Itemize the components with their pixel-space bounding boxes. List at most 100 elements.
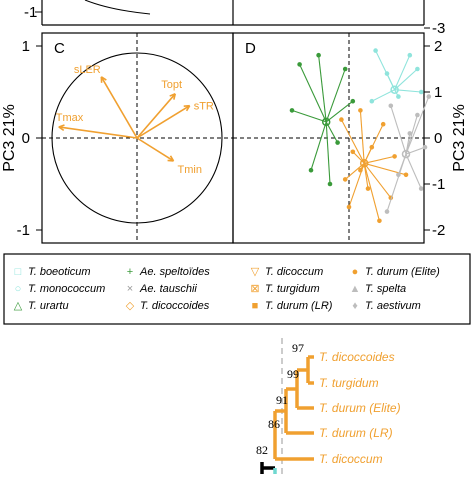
group-spoke bbox=[310, 121, 327, 171]
top-strip: -1 -3 bbox=[24, 0, 445, 37]
c-tick-label-neg1: -1 bbox=[17, 222, 30, 239]
legend-symbol: ▽ bbox=[251, 266, 260, 278]
sample-point bbox=[407, 131, 413, 136]
legend-symbol: ♦ bbox=[352, 300, 358, 312]
vector-label: sTR bbox=[194, 101, 214, 113]
group-spoke bbox=[405, 153, 422, 189]
sample-point bbox=[369, 98, 375, 104]
legend-label: T. monococcum bbox=[28, 283, 105, 295]
sample-point bbox=[426, 94, 432, 99]
vector-label: sLER bbox=[74, 64, 101, 76]
legend-label: T. urartu bbox=[28, 300, 69, 312]
legend-label: T. dicoccoides bbox=[140, 300, 210, 312]
sample-point bbox=[308, 167, 314, 173]
legend-symbol: ○ bbox=[15, 283, 22, 295]
group-spoke bbox=[325, 121, 331, 185]
d-tick-label-1: 1 bbox=[434, 84, 442, 101]
d-tick-label-neg1: -1 bbox=[432, 176, 445, 193]
d-tick-label-0: 0 bbox=[434, 130, 442, 147]
bootstrap-value: 82 bbox=[256, 443, 268, 457]
sample-point bbox=[384, 209, 390, 214]
tree-taxon-label: T. dicoccoides bbox=[319, 350, 395, 364]
group-spoke bbox=[390, 105, 407, 155]
group-spoke bbox=[394, 54, 411, 90]
legend-symbol: ⊠ bbox=[250, 283, 259, 295]
group-centroid bbox=[390, 85, 399, 94]
sample-point bbox=[358, 108, 363, 113]
sample-point bbox=[418, 186, 424, 191]
sample-point bbox=[407, 52, 413, 58]
legend-label: T. turgidum bbox=[265, 283, 320, 295]
vector-sler bbox=[100, 76, 138, 139]
panel-d-letter: D bbox=[245, 40, 256, 57]
group-centroid bbox=[359, 159, 369, 168]
group-centroid bbox=[321, 117, 331, 127]
bootstrap-value: 86 bbox=[268, 417, 280, 431]
vector-label: Topt bbox=[161, 79, 182, 91]
panel-d-plot bbox=[233, 33, 432, 243]
legend-symbol: × bbox=[127, 283, 133, 295]
sample-point bbox=[350, 98, 356, 104]
sample-point bbox=[365, 186, 371, 191]
d-ylabel: PC3 21% bbox=[451, 104, 468, 172]
panel-d-yaxis: 2 1 0 -1 -2 PC3 21% bbox=[424, 38, 468, 239]
sample-point bbox=[418, 89, 424, 95]
group-spoke bbox=[405, 96, 430, 155]
sample-point bbox=[289, 108, 295, 113]
group-spoke bbox=[394, 89, 422, 93]
c-ylabel: PC3 21% bbox=[1, 104, 18, 172]
legend-symbol: ■ bbox=[252, 300, 259, 312]
panel-c-letter: C bbox=[54, 40, 65, 57]
vector-label: Tmax bbox=[56, 112, 84, 124]
group-spoke bbox=[363, 162, 392, 199]
sample-point bbox=[422, 144, 428, 150]
legend-symbol: △ bbox=[14, 300, 23, 312]
legend-label: T. spelta bbox=[365, 283, 406, 295]
top-circle-arc bbox=[84, 0, 151, 15]
legend-label: Ae. speltoïdes bbox=[139, 266, 210, 278]
vector-tmin bbox=[136, 137, 174, 162]
legend-symbol: ◇ bbox=[126, 300, 135, 312]
group-spoke bbox=[352, 151, 365, 164]
bootstrap-value: 91 bbox=[276, 393, 288, 407]
legend-label: T. aestivum bbox=[365, 300, 421, 312]
legend-label: T. durum (Elite) bbox=[365, 266, 440, 278]
group-spoke bbox=[291, 109, 327, 123]
tree-taxon-label: T. durum (Elite) bbox=[319, 401, 401, 415]
group-spoke bbox=[340, 119, 365, 164]
sample-point bbox=[342, 177, 348, 182]
legend-box bbox=[3, 253, 471, 325]
tree-taxon-label: T. durum (LR) bbox=[319, 426, 393, 440]
c-tick-label-1: 1 bbox=[22, 38, 30, 55]
vector-arrowhead bbox=[183, 104, 191, 112]
legend: □ T. boeoticum + Ae. speltoïdes ▽ T. dicoccum… bbox=[14, 266, 440, 312]
group-spoke bbox=[364, 155, 395, 164]
vector-arrowhead bbox=[58, 124, 65, 132]
vector-arrowhead bbox=[167, 155, 175, 162]
sample-point bbox=[335, 140, 340, 145]
sample-point bbox=[384, 71, 390, 76]
sample-point bbox=[388, 103, 394, 109]
legend-symbol: ▲ bbox=[350, 283, 361, 295]
bootstrap-value: 99 bbox=[287, 367, 299, 381]
group-spoke bbox=[394, 68, 418, 91]
phylo-tree: T. dicoccoides T. turgidum T. durum (Elite… bbox=[256, 338, 401, 474]
legend-label: T. boeoticum bbox=[28, 266, 91, 278]
sample-point bbox=[339, 117, 344, 122]
legend-label: Ae. tauschii bbox=[139, 283, 197, 295]
group-spoke bbox=[359, 110, 365, 164]
sample-point bbox=[403, 172, 409, 178]
sample-point bbox=[297, 62, 302, 67]
d-tick-label-2: 2 bbox=[434, 38, 442, 55]
sample-point bbox=[415, 66, 420, 72]
group-spoke bbox=[363, 163, 380, 221]
bootstrap-value: 97 bbox=[292, 341, 304, 355]
sample-point bbox=[327, 181, 333, 187]
top-left-tick-label: -1 bbox=[24, 4, 37, 21]
vector-arrowhead bbox=[169, 93, 177, 100]
group-spoke bbox=[325, 68, 346, 123]
group-centroid bbox=[401, 149, 411, 159]
sample-point bbox=[369, 144, 375, 150]
